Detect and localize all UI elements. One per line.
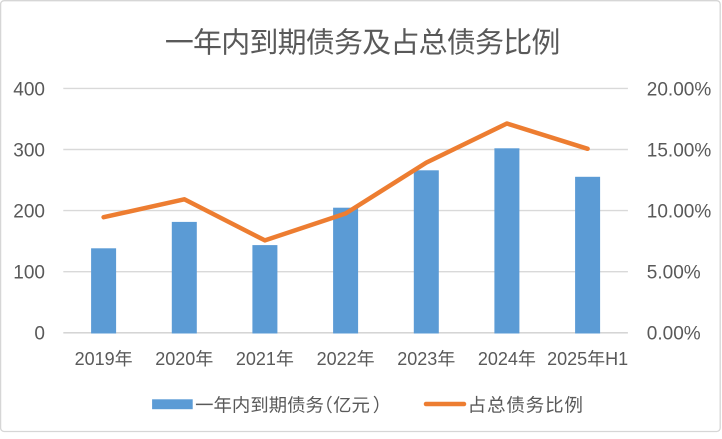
svg-text:400: 400	[13, 79, 45, 100]
svg-text:2021: 2021	[236, 349, 276, 369]
svg-text:200: 200	[13, 202, 45, 223]
svg-text:2024: 2024	[478, 349, 518, 369]
svg-text:2019: 2019	[75, 349, 115, 369]
svg-text:2022: 2022	[317, 349, 357, 369]
svg-text:10.00%: 10.00%	[647, 202, 712, 223]
svg-text:2023: 2023	[397, 349, 437, 369]
svg-text:2020: 2020	[155, 349, 195, 369]
svg-text:0.00%: 0.00%	[647, 324, 701, 345]
svg-text:20.00%: 20.00%	[647, 79, 712, 100]
svg-text:H1: H1	[605, 349, 628, 369]
svg-text:0: 0	[34, 324, 45, 345]
svg-text:5.00%: 5.00%	[647, 263, 701, 284]
svg-text:2025: 2025	[547, 349, 587, 369]
svg-text:15.00%: 15.00%	[647, 140, 712, 161]
svg-text:100: 100	[13, 263, 45, 284]
svg-text:300: 300	[13, 140, 45, 161]
